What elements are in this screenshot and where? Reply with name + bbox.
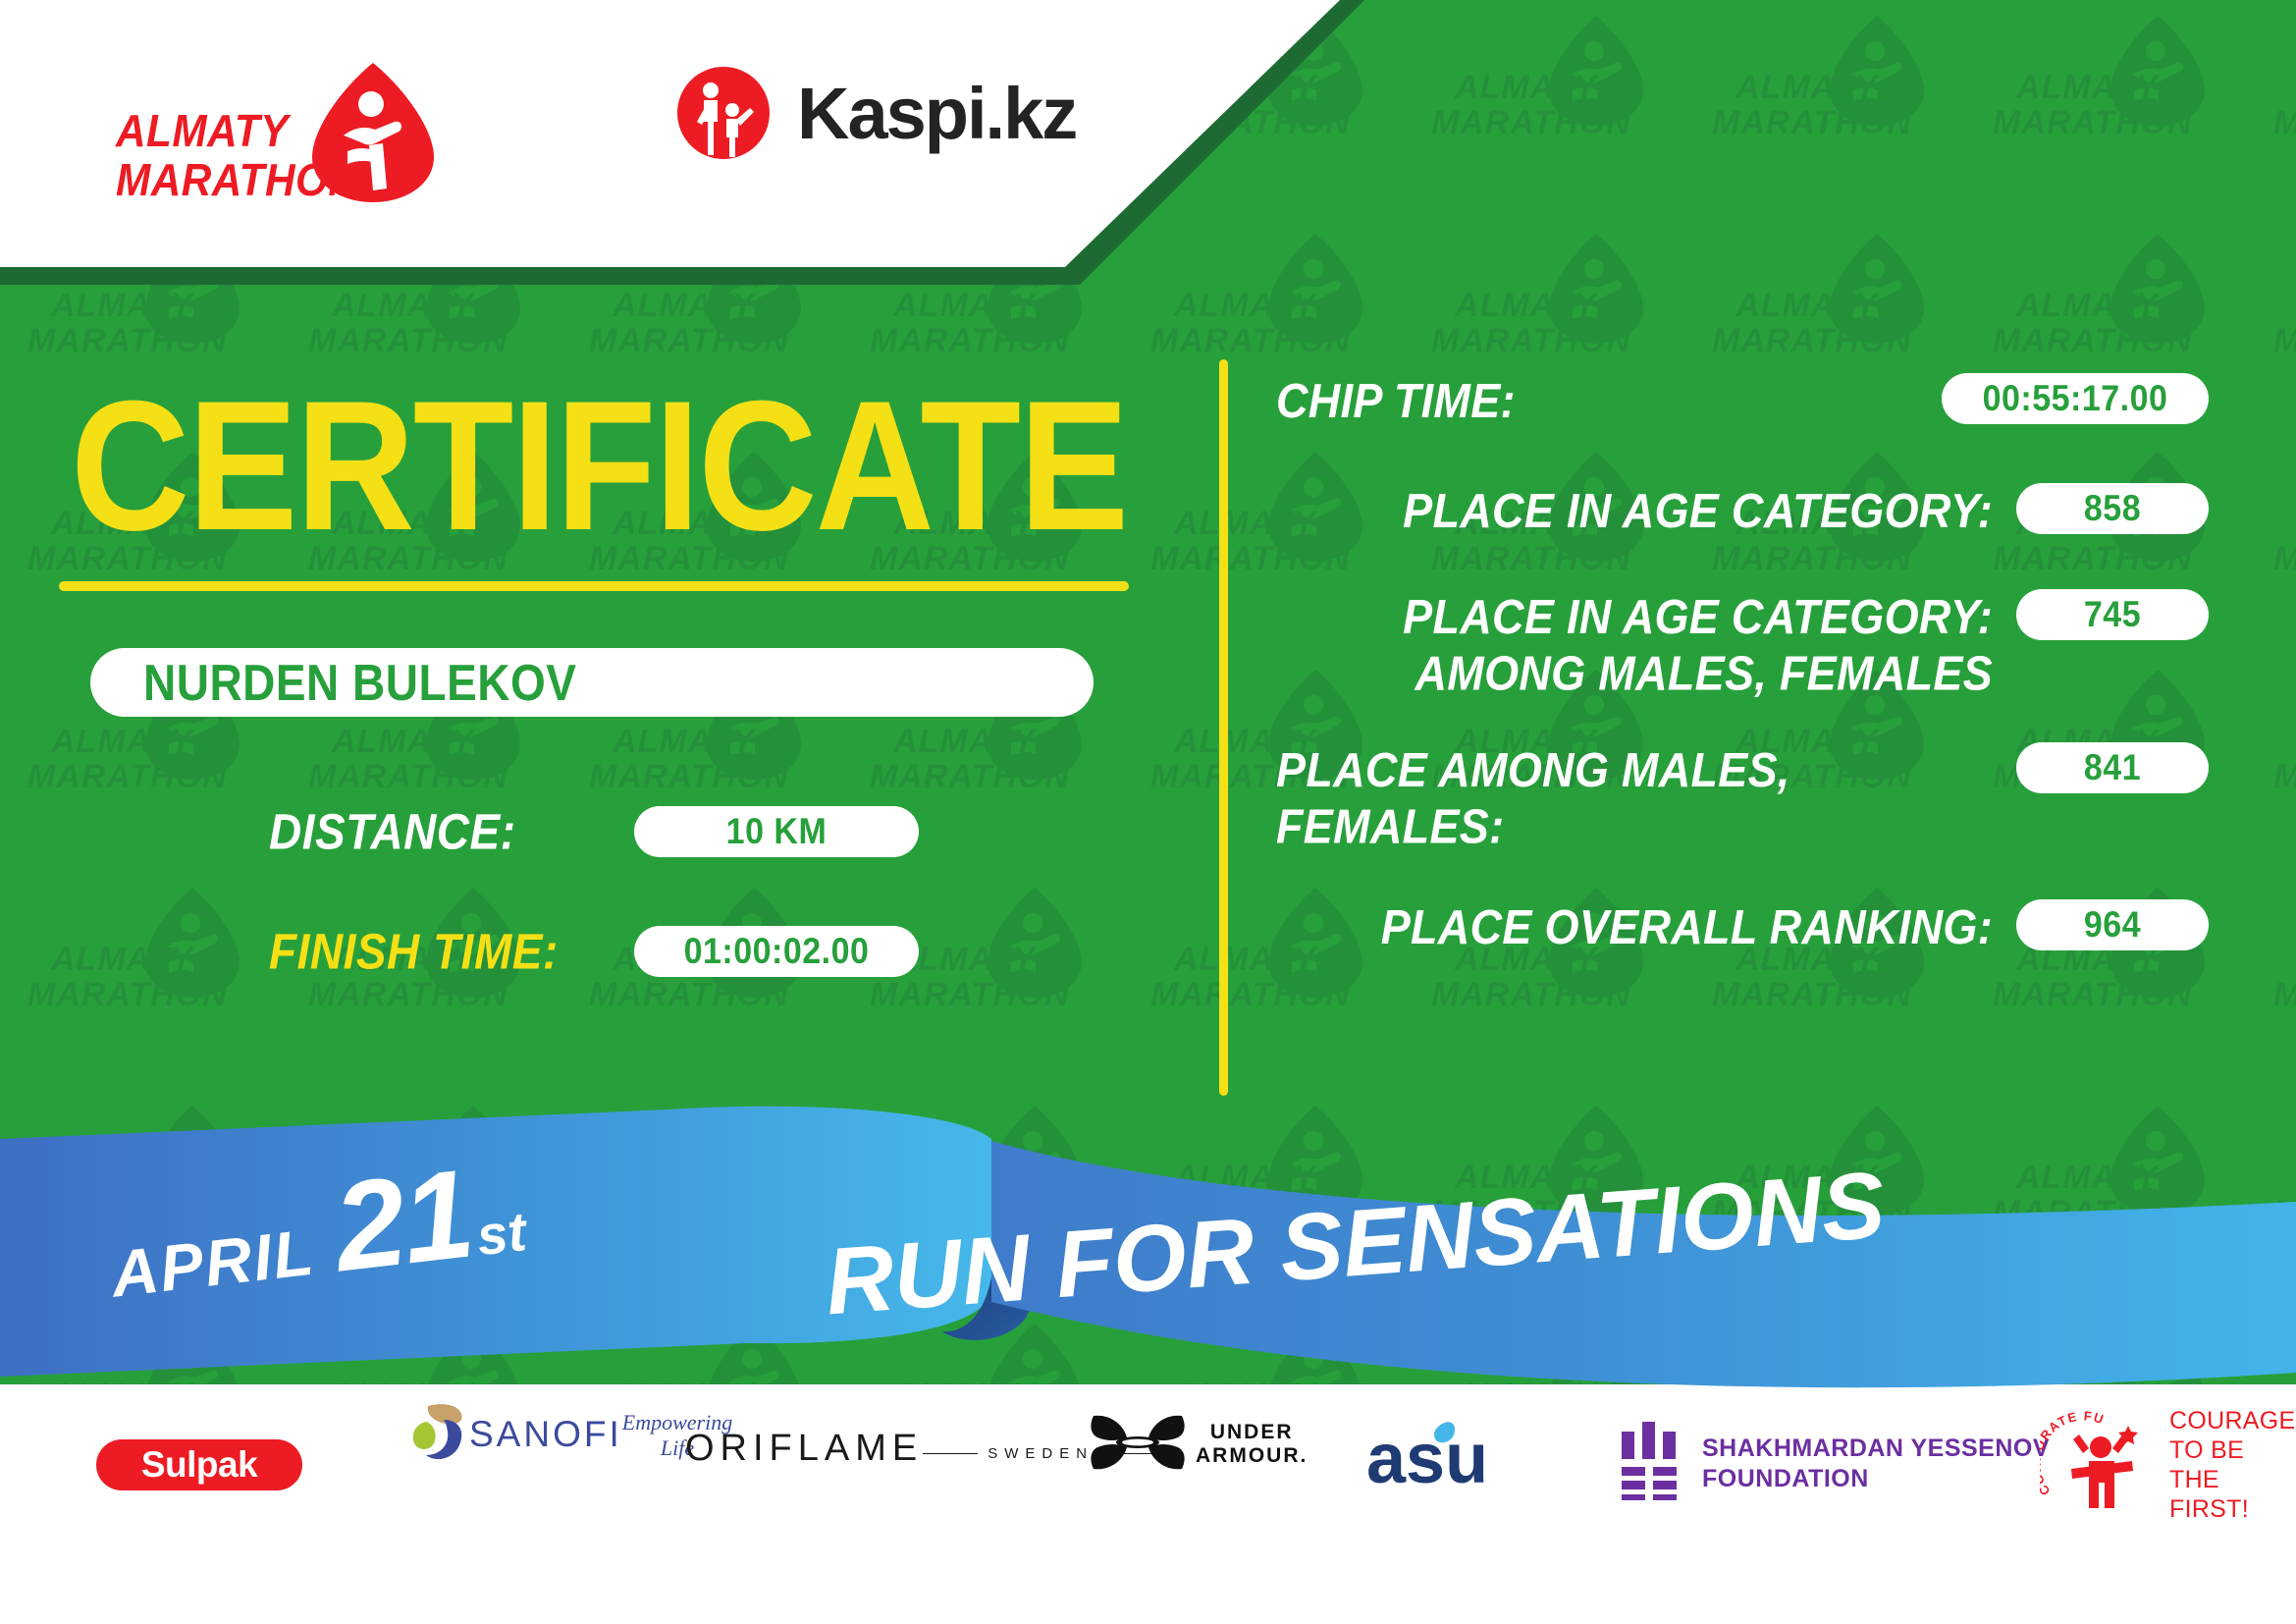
stat-row-place-age-mf: PLACE IN AGE CATEGORY: AMONG MALES, FEMA…: [1276, 589, 2209, 700]
almaty-logo-line2: MARATHON: [116, 154, 359, 205]
chip-time-value: 00:55:17.00: [1982, 377, 2168, 419]
oriflame-rule-left: [923, 1453, 979, 1454]
finish-time-label: FINISH TIME:: [269, 923, 559, 980]
place-overall-value: 964: [2083, 903, 2142, 946]
distance-label: DISTANCE:: [269, 803, 516, 860]
courage-line2: TO BE: [2169, 1436, 2245, 1464]
sponsor-courage-to-be-the-first: CORPORATE FUND COURAGE TO BE THE FIRST!: [2029, 1398, 2296, 1524]
place-mf-label-line2: FEMALES:: [1276, 798, 1505, 854]
sanofi-tagline: Empowering Life: [621, 1410, 733, 1460]
oriflame-subline: SWEDEN: [923, 1445, 1159, 1462]
event-day: 21: [327, 1143, 479, 1299]
under-armour-wordmark: UNDER ARMOUR.: [1196, 1421, 1308, 1467]
svg-text:asu: asu: [1366, 1420, 1488, 1498]
stat-row-place-mf: PLACE AMONG MALES, FEMALES: 841: [1276, 742, 2209, 853]
kaspi-logo: Kaspi.kz: [677, 67, 1078, 159]
page-title: CERTIFICATE: [71, 361, 1129, 569]
sponsors-bar: Sulpak SANOFI Empowering Life ORIFLAME S…: [0, 1392, 2296, 1624]
chip-time-value-pill: 00:55:17.00: [1942, 373, 2209, 424]
sanofi-icon: [393, 1402, 469, 1463]
finish-time-row: FINISH TIME: 01:00:02.00: [269, 923, 919, 980]
finish-time-value-pill: 01:00:02.00: [634, 926, 919, 977]
place-age-mf-label: PLACE IN AGE CATEGORY: AMONG MALES, FEMA…: [1276, 589, 1993, 701]
almaty-marathon-wordmark: ALMATY MARATHON: [116, 106, 391, 204]
vertical-divider: [1219, 359, 1228, 1096]
stat-row-chip-time: CHIP TIME: 00:55:17.00: [1276, 373, 2209, 428]
sponsor-oriflame: ORIFLAME SWEDEN: [685, 1428, 1159, 1470]
stat-row-place-overall: PLACE OVERALL RANKING: 964: [1276, 899, 2209, 954]
kaspi-wordmark: Kaspi.kz: [797, 72, 1078, 154]
runner-teardrop-icon: [310, 61, 436, 204]
sponsor-under-armour: UNDER ARMOUR.: [1080, 1412, 1306, 1473]
place-age-label: PLACE IN AGE CATEGORY:: [1403, 483, 1993, 539]
courage-line1: COURAGE: [2169, 1407, 2296, 1435]
place-overall-label: PLACE OVERALL RANKING:: [1380, 899, 1993, 955]
yessenov-wordmark: SHAKHMARDAN YESSENOV FOUNDATION: [1702, 1434, 2050, 1494]
place-overall-value-pill: 964: [2016, 899, 2209, 950]
courage-line3: THE FIRST!: [2169, 1466, 2249, 1523]
event-ribbon: APRIL 21 st RUN FOR SENSATIONS: [0, 1100, 2296, 1414]
distance-value: 10 KM: [725, 810, 828, 852]
title-underline: [59, 581, 1129, 591]
place-age-mf-label-line2: AMONG MALES, FEMALES: [1415, 645, 1993, 701]
almaty-marathon-logo: ALMATY MARATHON: [116, 61, 440, 208]
yessenov-icon: [1620, 1422, 1681, 1505]
place-age-mf-value-pill: 745: [2016, 589, 2209, 640]
athlete-name-value: NURDEN BULEKOV: [143, 653, 577, 712]
place-mf-value-pill: 841: [2016, 742, 2209, 793]
yessenov-line2: FOUNDATION: [1702, 1464, 1869, 1492]
stat-row-place-age: PLACE IN AGE CATEGORY: 858: [1276, 483, 2209, 538]
sponsor-sanofi: SANOFI Empowering Life: [393, 1402, 732, 1463]
oriflame-sweden-text: SWEDEN: [988, 1445, 1095, 1462]
courage-wordmark: COURAGE TO BE THE FIRST!: [2169, 1406, 2296, 1524]
distance-row: DISTANCE: 10 KM: [269, 803, 919, 860]
oriflame-wordmark: ORIFLAME: [685, 1428, 924, 1469]
finish-time-value: 01:00:02.00: [683, 930, 870, 972]
distance-value-pill: 10 KM: [634, 806, 919, 857]
place-mf-value: 841: [2083, 746, 2142, 788]
place-mf-label: PLACE AMONG MALES, FEMALES:: [1276, 742, 1993, 854]
event-month: APRIL: [107, 1215, 319, 1311]
athlete-name-field: NURDEN BULEKOV: [90, 648, 1094, 717]
under-armour-icon: [1080, 1412, 1196, 1473]
sponsor-yessenov-foundation: SHAKHMARDAN YESSENOV FOUNDATION: [1620, 1422, 2050, 1505]
chip-time-label: CHIP TIME:: [1276, 373, 1516, 429]
place-age-value: 858: [2083, 487, 2142, 529]
kaspi-family-circle-icon: [677, 67, 770, 159]
almaty-logo-line1: ALMATY: [116, 105, 289, 156]
sponsor-sulpak: Sulpak: [96, 1439, 302, 1490]
place-age-value-pill: 858: [2016, 483, 2209, 534]
header-content: ALMATY MARATHON Kaspi.kz: [0, 0, 1364, 267]
place-age-mf-label-line1: PLACE IN AGE CATEGORY:: [1403, 589, 1993, 645]
place-mf-label-line1: PLACE AMONG MALES,: [1276, 742, 1790, 798]
courage-figure-icon: CORPORATE FUND: [2029, 1398, 2156, 1521]
oriflame-rule-right: [1103, 1453, 1159, 1454]
place-age-mf-value: 745: [2083, 593, 2142, 635]
stats-panel: CHIP TIME: 00:55:17.00 PLACE IN AGE CATE…: [1276, 373, 2209, 954]
sponsor-asu: asu: [1364, 1414, 1561, 1500]
sanofi-wordmark: SANOFI: [469, 1414, 622, 1454]
sulpak-wordmark: Sulpak: [140, 1444, 258, 1485]
yessenov-line1: SHAKHMARDAN YESSENOV: [1702, 1434, 2051, 1462]
event-day-ordinal: st: [473, 1200, 530, 1268]
